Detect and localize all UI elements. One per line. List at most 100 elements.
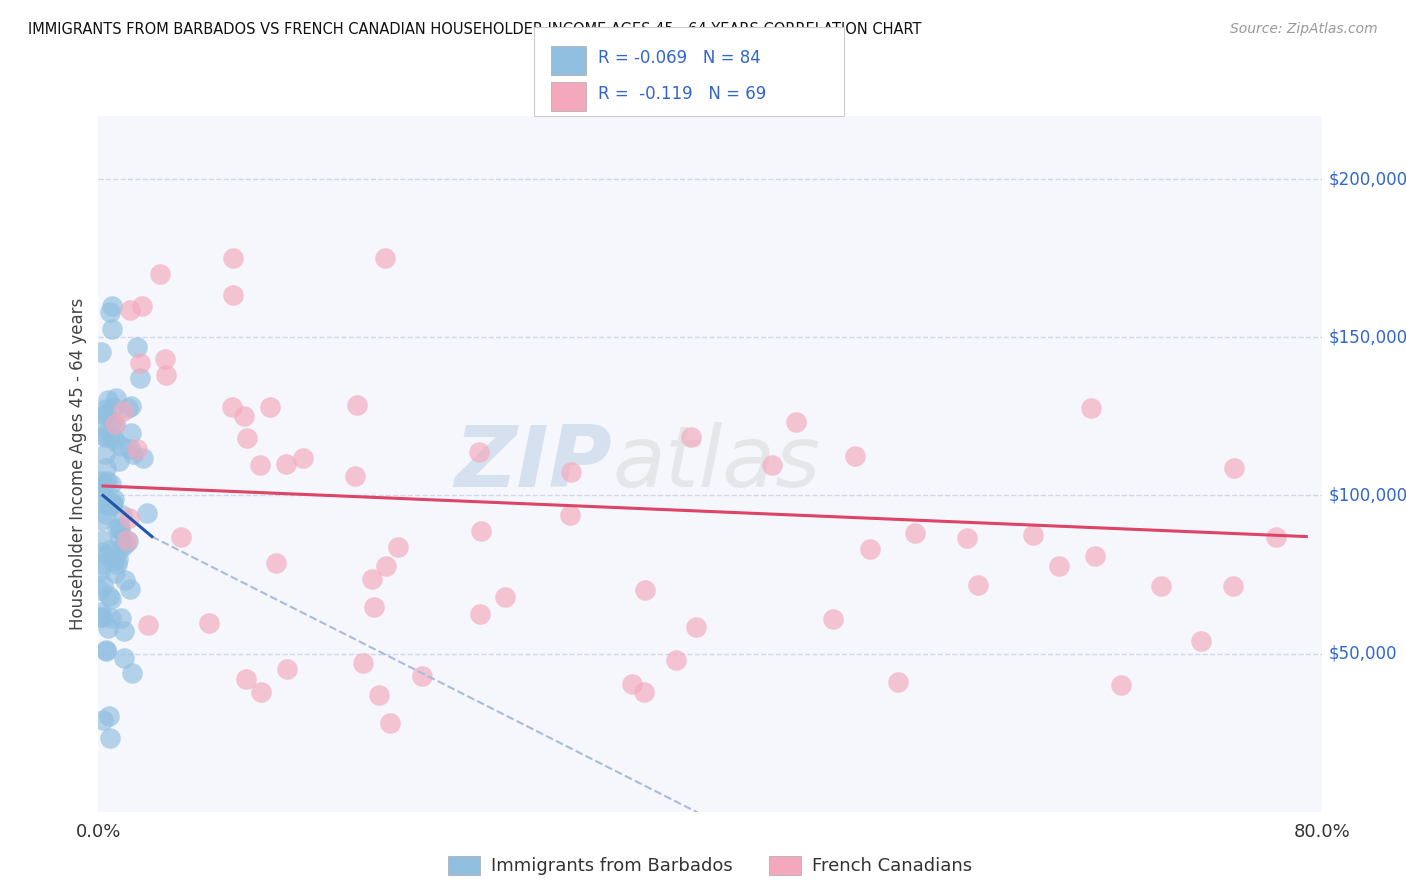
Point [103, 431, 125, 445]
Point [235, 672, 257, 686]
Point [132, 451, 155, 466]
Point [104, 391, 127, 405]
Point [249, 458, 271, 472]
Point [232, 409, 254, 424]
Point [138, 617, 160, 632]
Point [1080, 401, 1102, 415]
Point [1049, 559, 1071, 574]
Point [685, 620, 707, 634]
Point [378, 716, 401, 731]
Point [634, 582, 657, 597]
Point [90, 557, 112, 571]
Point [100, 591, 122, 606]
Point [112, 624, 135, 638]
Point [1189, 634, 1212, 648]
Point [276, 662, 298, 676]
Point [470, 524, 492, 538]
Text: ZIP: ZIP [454, 422, 612, 506]
Point [93, 714, 115, 728]
Point [118, 582, 141, 597]
Legend: Immigrants from Barbados, French Canadians: Immigrants from Barbados, French Canadia… [440, 849, 980, 883]
Point [110, 611, 132, 625]
Point [100, 496, 122, 510]
Point [89, 480, 111, 494]
Point [114, 536, 136, 550]
Point [117, 534, 139, 549]
Point [97, 498, 120, 512]
Point [100, 414, 122, 428]
Point [117, 401, 139, 415]
Point [1022, 528, 1045, 542]
Point [785, 415, 807, 429]
Point [125, 340, 148, 354]
Point [560, 465, 582, 479]
Point [1265, 530, 1288, 544]
Point [104, 550, 127, 565]
Point [858, 541, 880, 556]
Point [101, 554, 124, 568]
Point [97, 392, 120, 407]
Point [374, 252, 396, 266]
Point [129, 371, 152, 385]
Point [470, 607, 492, 621]
Point [101, 498, 124, 512]
Point [118, 303, 141, 318]
Point [1223, 461, 1246, 475]
Point [352, 656, 374, 670]
Point [112, 651, 135, 665]
Point [344, 469, 367, 483]
Point [98, 304, 121, 318]
Point [98, 429, 121, 443]
Text: atlas: atlas [612, 422, 820, 506]
Point [108, 524, 131, 538]
Point [110, 439, 132, 453]
Point [96, 401, 118, 416]
Point [103, 496, 125, 510]
Point [118, 511, 141, 525]
Point [966, 578, 988, 592]
Point [131, 299, 153, 313]
Point [887, 675, 910, 690]
Point [94, 643, 117, 657]
Point [107, 552, 129, 566]
Point [135, 506, 157, 520]
Point [621, 677, 644, 691]
Point [264, 556, 287, 570]
Point [94, 508, 117, 522]
Text: $50,000: $50,000 [1329, 645, 1398, 663]
Point [411, 669, 433, 683]
Point [149, 267, 172, 281]
Point [90, 513, 112, 527]
Point [222, 288, 245, 302]
Point [111, 508, 134, 522]
Point [98, 542, 121, 557]
Point [292, 451, 315, 466]
Point [170, 530, 193, 544]
Point [94, 461, 117, 475]
Point [93, 428, 115, 442]
Point [89, 582, 111, 597]
Point [1084, 549, 1107, 564]
Point [122, 447, 145, 461]
Point [222, 252, 245, 266]
Y-axis label: Householder Income Ages 45 - 64 years: Householder Income Ages 45 - 64 years [69, 298, 87, 630]
Point [375, 559, 398, 574]
Point [101, 299, 124, 313]
Point [105, 557, 128, 571]
Point [108, 521, 131, 535]
Point [956, 532, 979, 546]
Point [363, 600, 385, 615]
Point [90, 606, 112, 620]
Point [665, 653, 688, 667]
Point [96, 548, 118, 562]
Point [100, 611, 122, 625]
Point [89, 610, 111, 624]
Point [98, 590, 121, 604]
Point [90, 344, 112, 359]
Point [155, 368, 177, 383]
Point [101, 400, 124, 414]
Point [761, 458, 783, 473]
Text: $200,000: $200,000 [1329, 170, 1406, 188]
Point [121, 665, 143, 680]
Point [97, 708, 120, 723]
